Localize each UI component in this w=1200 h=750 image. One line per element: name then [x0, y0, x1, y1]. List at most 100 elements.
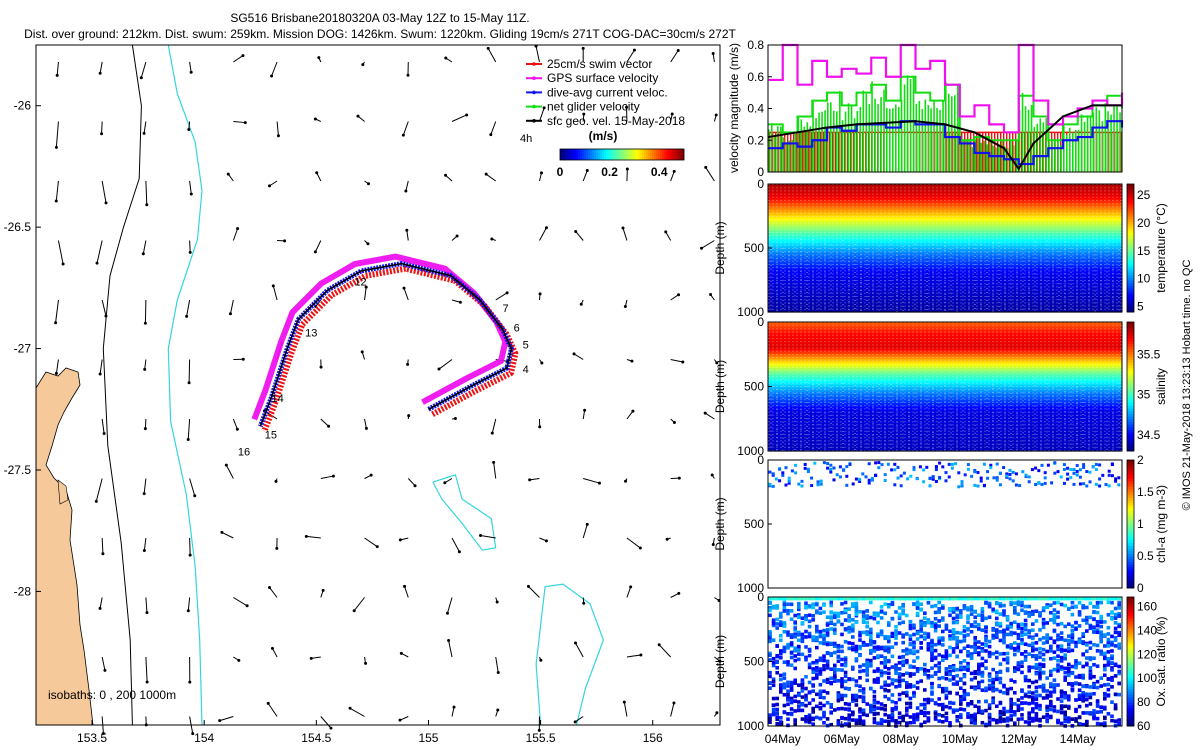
oxy-point: [926, 716, 931, 720]
oxy-point: [843, 600, 848, 605]
depth-tick-label: 0: [757, 590, 764, 604]
chl-point: [1018, 484, 1022, 488]
oxy-point: [966, 644, 970, 648]
oxy-point: [1045, 649, 1049, 654]
oxy-point: [984, 649, 988, 653]
geo-arrow-shaft: [95, 478, 103, 502]
colorbar-segment: [1127, 405, 1134, 409]
oxy-point: [797, 700, 801, 704]
section-band: [768, 237, 1122, 240]
geo-arrow-shaft: [405, 180, 409, 192]
oxy-point: [858, 707, 862, 711]
geo-arrow-head: [401, 133, 405, 137]
oxy-point: [858, 653, 862, 658]
oxy-point: [966, 596, 970, 601]
section-band: [768, 286, 1122, 289]
geo-arrow-head: [331, 474, 335, 478]
chl-point: [1110, 474, 1114, 478]
oxy-point: [1031, 648, 1035, 653]
oxy-point: [811, 635, 815, 639]
oxy-point: [825, 623, 830, 627]
oxy-point: [1023, 611, 1028, 615]
oxy-point: [1023, 625, 1028, 629]
oxy-point: [771, 605, 776, 610]
oxy-point: [1092, 642, 1096, 647]
colorbar-segment: [1127, 572, 1134, 576]
oxy-point: [962, 629, 967, 633]
oxy-point: [923, 706, 927, 710]
geo-arrow-head: [361, 63, 365, 67]
section-band: [768, 306, 1122, 309]
oxy-point: [919, 722, 923, 727]
oxy-point: [807, 665, 812, 670]
title-line-2: Dist. over ground: 212km. Dist. swum: 25…: [24, 27, 736, 41]
chl-point: [816, 482, 820, 486]
oxy-point: [829, 710, 833, 715]
geo-arrow-head: [443, 481, 447, 485]
oxy-point: [822, 654, 826, 658]
oxy-point: [793, 666, 797, 671]
chl-point: [794, 463, 798, 467]
oxy-point: [1056, 720, 1060, 725]
oxy-point: [869, 627, 873, 632]
oxy-point: [1059, 694, 1064, 699]
oxy-point: [1074, 644, 1078, 649]
oxy-point: [1020, 622, 1024, 627]
oxy-point: [879, 609, 884, 614]
oxy-point: [883, 707, 887, 712]
oxy-point: [786, 602, 790, 607]
oxy-point: [908, 720, 913, 725]
oxy-point: [1009, 708, 1013, 712]
geo-arrow-shaft: [101, 418, 105, 434]
chl-point: [957, 471, 961, 475]
oxy-point: [1103, 644, 1107, 648]
section-band: [768, 275, 1122, 278]
oxy-point: [822, 714, 826, 719]
track-day-label: 16: [238, 446, 250, 458]
oxy-point: [843, 596, 848, 601]
oxy-point: [869, 634, 873, 638]
oxy-point: [1049, 649, 1053, 653]
oxy-point: [973, 686, 977, 691]
chl-point: [861, 472, 865, 476]
net-velocity-bar: [1054, 139, 1056, 172]
oxy-point: [901, 655, 905, 659]
oxy-point: [908, 664, 913, 668]
depth-tick-label: 0: [757, 453, 764, 467]
oxy-point: [865, 673, 869, 677]
oxy-point: [894, 629, 898, 633]
geo-arrow-head: [657, 643, 661, 647]
oxy-point: [894, 669, 898, 673]
oxy-point: [793, 681, 797, 685]
colorbar-segment: [1127, 669, 1134, 673]
section-band: [768, 390, 1122, 393]
geo-arrow-head: [367, 182, 371, 186]
oxy-point: [1031, 636, 1035, 641]
chl-point: [806, 467, 810, 471]
oxy-point: [1110, 656, 1114, 661]
legend-label-geo: sfc geo. vel. 15-May-2018: [547, 114, 685, 128]
map-x-tick-label: 154: [194, 731, 214, 745]
oxy-point: [833, 663, 837, 668]
oxy-point: [1031, 665, 1035, 670]
oxy-point: [977, 662, 981, 667]
oxy-point: [789, 655, 794, 660]
net-velocity-bar: [818, 112, 820, 172]
oxy-point: [941, 714, 945, 718]
oxy-point: [822, 720, 826, 725]
oxy-point: [1095, 643, 1100, 648]
oxy-point: [793, 694, 797, 699]
oxy-point: [793, 718, 797, 722]
oxy-point: [851, 641, 855, 646]
oxy-point: [951, 701, 956, 706]
oxy-point: [1059, 704, 1064, 708]
section-band: [768, 262, 1122, 266]
oxy-point: [915, 666, 920, 671]
oxy-point: [797, 630, 801, 635]
geo-arrow-head: [360, 350, 364, 354]
oxy-point: [933, 717, 938, 721]
oxy-point: [804, 703, 808, 708]
chl-point: [877, 466, 881, 470]
oxy-point: [1085, 662, 1089, 667]
oxy-point: [937, 712, 941, 717]
